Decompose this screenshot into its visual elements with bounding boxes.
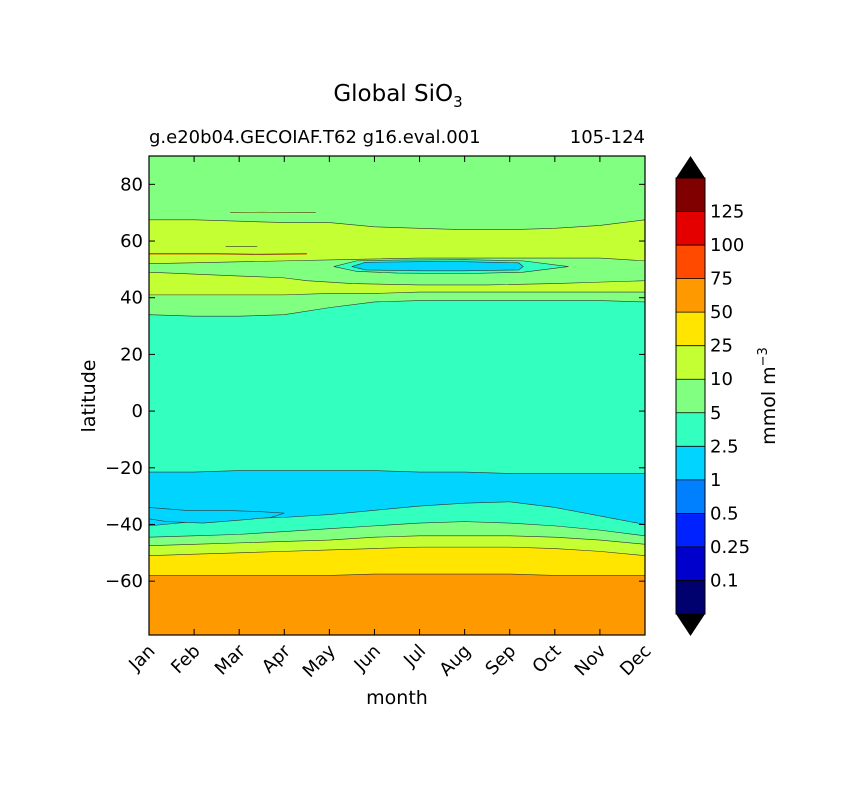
colorbar-extend-low bbox=[676, 614, 705, 636]
x-tick-label: Aug bbox=[435, 641, 475, 681]
chart-subtitle-right: 105-124 bbox=[570, 127, 645, 148]
colorbar-segment bbox=[676, 546, 705, 581]
colorbar-segment bbox=[676, 513, 705, 547]
colorbar-segment bbox=[676, 446, 705, 480]
chart-subtitle-left: g.e20b04.GECOIAF.T62 g16.eval.001 bbox=[149, 127, 481, 148]
colorbar-segment bbox=[676, 312, 705, 346]
x-tick-label: Jul bbox=[399, 641, 430, 672]
x-axis-label: month bbox=[366, 687, 428, 709]
colorbar-tick-label: 2.5 bbox=[710, 436, 739, 457]
y-tick-label: 20 bbox=[120, 344, 143, 365]
y-tick-label: 60 bbox=[120, 231, 143, 252]
colorbar: 0.1 0.25 0.5 1 2.5 5 10 25 50 75 100 125 bbox=[675, 156, 750, 636]
x-tick-label: Nov bbox=[571, 640, 611, 680]
contour-line-edge bbox=[230, 211, 316, 213]
colorbar-tick-label: 75 bbox=[710, 269, 733, 290]
y-tick-label: 0 bbox=[132, 401, 143, 422]
colorbar-segment bbox=[676, 412, 705, 447]
x-tick-label: Jan bbox=[124, 641, 159, 676]
chart-title: Global SiO3 bbox=[333, 81, 462, 111]
y-tick-label: −20 bbox=[105, 458, 143, 479]
colorbar-tick-label: 25 bbox=[710, 336, 733, 357]
x-tick-label: Mar bbox=[211, 640, 250, 679]
x-tick-label: Dec bbox=[616, 641, 655, 680]
y-tick-label: −60 bbox=[105, 571, 143, 592]
x-tick-label: Jun bbox=[350, 641, 385, 676]
y-axis-label: latitude bbox=[78, 360, 100, 433]
colorbar-segment bbox=[676, 345, 705, 380]
colorbar-segment bbox=[676, 245, 705, 279]
x-tick-label: Sep bbox=[481, 641, 520, 680]
colorbar-tick-label: 125 bbox=[710, 202, 744, 223]
colorbar-tick-label: 50 bbox=[710, 302, 733, 323]
colorbar-tick-label: 0.5 bbox=[710, 503, 739, 524]
x-tick-label: May bbox=[299, 640, 340, 681]
y-tick-label: 40 bbox=[120, 288, 143, 309]
colorbar-segment bbox=[676, 580, 705, 614]
chart-title-subscript: 3 bbox=[453, 93, 463, 111]
contour-fill-layer bbox=[148, 155, 646, 636]
plot-frame bbox=[148, 155, 646, 636]
colorbar-segment bbox=[676, 211, 705, 246]
colorbar-label-text: mmol m bbox=[758, 366, 780, 444]
colorbar-frame bbox=[675, 177, 706, 615]
chart-title-text: Global SiO bbox=[333, 81, 453, 107]
contour-line-edge bbox=[149, 253, 307, 255]
colorbar-segment bbox=[676, 178, 705, 212]
colorbar-tick-label: 1 bbox=[710, 470, 721, 491]
colorbar-tick-label: 100 bbox=[710, 235, 744, 256]
colorbar-tick-label: 10 bbox=[710, 369, 733, 390]
colorbar-tick-label: 0.1 bbox=[710, 570, 739, 591]
colorbar-tick-label: 0.25 bbox=[710, 537, 750, 558]
y-tick-label: −40 bbox=[105, 514, 143, 535]
x-tick-label: Feb bbox=[167, 641, 204, 678]
contour-line-layer bbox=[149, 211, 316, 256]
x-tick-label: Apr bbox=[258, 640, 295, 677]
contour-island bbox=[148, 507, 285, 524]
colorbar-label: mmol m−3 bbox=[756, 347, 780, 445]
colorbar-extend-high bbox=[676, 156, 705, 178]
colorbar-segment bbox=[676, 278, 705, 313]
colorbar-label-exponent: −3 bbox=[756, 347, 771, 366]
y-tick-label: 80 bbox=[120, 174, 143, 195]
colorbar-segment bbox=[676, 379, 705, 413]
y-axis: 80 60 40 20 0 −20 −40 −60 bbox=[105, 174, 645, 592]
plot-area bbox=[148, 155, 646, 636]
x-tick-label: Oct bbox=[528, 641, 565, 678]
colorbar-tick-label: 5 bbox=[710, 403, 721, 424]
contour-band bbox=[148, 573, 646, 636]
colorbar-segment bbox=[676, 479, 705, 514]
contour-island bbox=[351, 261, 524, 272]
contour-island-layer bbox=[148, 257, 646, 524]
